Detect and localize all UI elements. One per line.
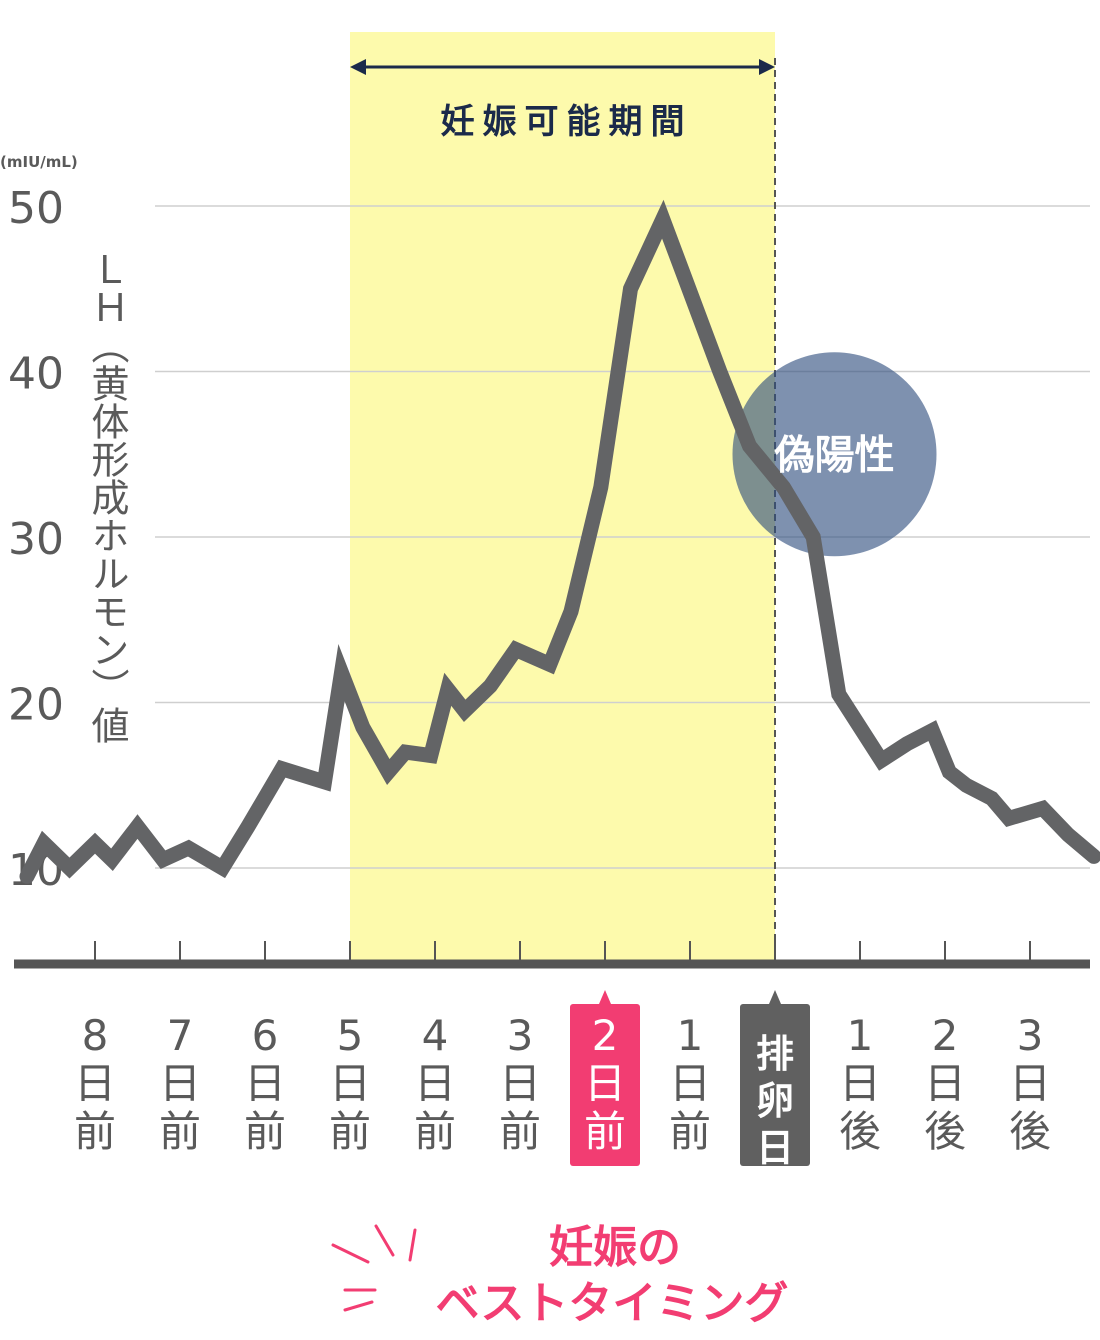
day-label-char: 日: [669, 1059, 711, 1108]
best-timing-line2: ベストタイミング: [436, 1278, 789, 1329]
day-label-char: 5: [337, 1011, 364, 1060]
day-label-char: 2: [592, 1011, 619, 1060]
day-label: 1日前: [669, 1011, 711, 1156]
day-label-char: 前: [414, 1107, 456, 1156]
day-label-char: 排: [756, 1032, 794, 1076]
day-label: 3日後: [1009, 1011, 1051, 1156]
day-label-char: 6: [252, 1011, 279, 1060]
x-ticks: [94, 941, 1031, 964]
burst-line: [408, 1228, 417, 1262]
day-label-char: 日: [1009, 1059, 1051, 1108]
day-label-char: 日: [839, 1059, 881, 1108]
day-label-char: 前: [244, 1107, 286, 1156]
day-label-char: 2: [932, 1011, 959, 1060]
day-label-char: 後: [924, 1107, 966, 1156]
day-label-char: 3: [1017, 1011, 1044, 1060]
day-label-char: 1: [677, 1011, 704, 1060]
day-label: 7日前: [159, 1011, 201, 1156]
false-positive-marker: [732, 352, 937, 557]
day-label-char: 8: [82, 1011, 109, 1060]
fertile-window-label: 妊娠可能期間: [441, 102, 693, 142]
y-tick-label: 40: [8, 349, 64, 400]
unit-label: (mIU/mL): [0, 153, 78, 171]
day-label-char: 7: [167, 1011, 194, 1060]
day-label-char: 卵: [756, 1079, 794, 1123]
day-label-char: 日: [499, 1059, 541, 1108]
day-label: 5日前: [329, 1011, 371, 1156]
day-label-char: 4: [422, 1011, 449, 1060]
day-label-char: 前: [159, 1107, 201, 1156]
burst-lines-icon: [331, 1224, 417, 1312]
day-label-char: 日: [74, 1059, 116, 1108]
day-label-char: 前: [499, 1107, 541, 1156]
fertile-window-band: [350, 32, 775, 964]
y-tick-label: 30: [8, 514, 64, 565]
false-positive-circle: [732, 352, 937, 557]
day-label-char: 1: [847, 1011, 874, 1060]
arrow-right-head: [759, 59, 775, 75]
day-label-char: 前: [669, 1107, 711, 1156]
y-tick-label: 50: [8, 183, 64, 234]
day-label: 6日前: [244, 1011, 286, 1156]
day-label: 排卵日: [740, 990, 810, 1170]
day-label-char: 日: [756, 1126, 794, 1170]
day-label-char: 日: [244, 1059, 286, 1108]
day-label: 2日前: [570, 990, 640, 1166]
day-label-char: 3: [507, 1011, 534, 1060]
day-label-char: 日: [159, 1059, 201, 1108]
day-label: 4日前: [414, 1011, 456, 1156]
day-label: 3日前: [499, 1011, 541, 1156]
day-label-char: 前: [74, 1107, 116, 1156]
day-label-char: 前: [329, 1107, 371, 1156]
y-axis-label: ＬＨ（黄体形成ホルモン）値: [85, 250, 129, 744]
y-tick-label: 20: [8, 680, 64, 731]
best-timing-callout: 妊娠の ベストタイミング: [331, 1222, 789, 1329]
day-label: 8日前: [74, 1011, 116, 1156]
day-label-char: 日: [584, 1059, 626, 1108]
burst-line: [343, 1300, 374, 1312]
ovulation-day-box: [740, 1004, 810, 1166]
day-label-char: 日: [924, 1059, 966, 1108]
pointer-triangle: [769, 990, 781, 1004]
false-positive-label: 偽陽性: [774, 432, 895, 478]
day-label-char: 後: [1009, 1107, 1051, 1156]
day-label-char: 前: [584, 1107, 626, 1156]
lh-series-line: [19, 199, 1100, 884]
pointer-triangle: [599, 990, 611, 1004]
day-label: 2日後: [924, 1011, 966, 1156]
arrow-left-head: [350, 59, 366, 75]
day-label-char: 日: [329, 1059, 371, 1108]
best-timing-line1: 妊娠の: [549, 1222, 681, 1273]
day-label: 1日後: [839, 1011, 881, 1156]
burst-line: [331, 1243, 370, 1264]
grid-lines: [155, 205, 1090, 869]
fertile-window-arrow: [350, 59, 775, 75]
burst-line: [374, 1224, 395, 1257]
day-label-char: 日: [414, 1059, 456, 1108]
day-label-char: 後: [839, 1107, 881, 1156]
best-day-box: [570, 1004, 640, 1166]
